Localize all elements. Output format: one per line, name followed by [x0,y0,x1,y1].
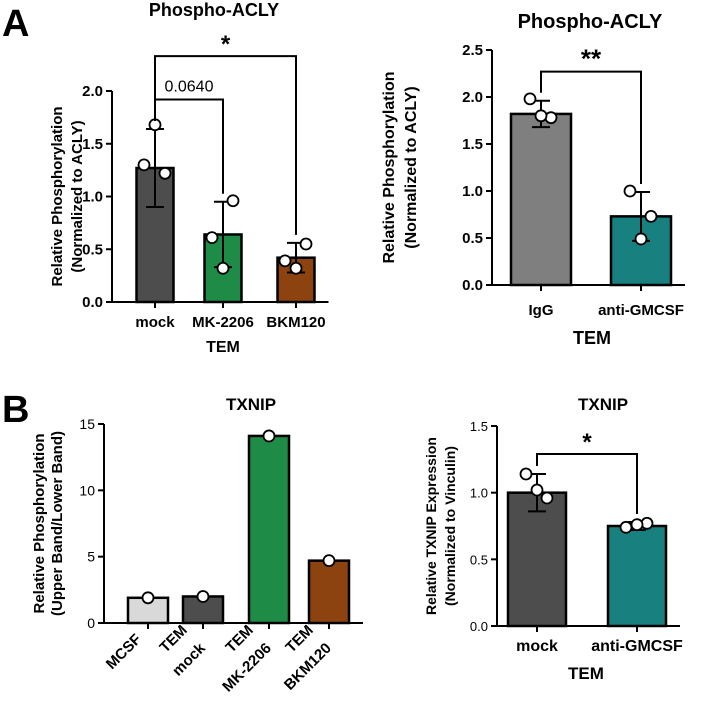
panel-label-a: A [2,3,29,45]
data-point [289,261,303,275]
category-label: anti-GMCSF [598,302,684,319]
y-tick-label: 2.5 [462,42,483,59]
x-axis-label: TEM [568,664,604,683]
category-label: mock [135,314,175,331]
data-point [634,232,648,246]
bar-4 [307,559,351,625]
y-axis-label-sub: (Normalized to Vinculin) [442,446,458,606]
category-label: anti-GMCSF [591,638,683,655]
y-tick-label: 1.0 [82,189,103,206]
chart-title: TXNIP [578,395,628,414]
data-point [322,554,336,568]
y-axis-label: Relative TXNIP Expression [423,437,439,615]
category-label: mock [516,638,558,655]
y-tick-label: 2.0 [82,83,103,100]
bar-1 [506,491,568,628]
significance-label: ** [581,44,602,74]
y-axis-label-sub: (Normalized to ACLY) [69,120,86,272]
data-point [544,111,558,125]
x-axis-label: TEM [206,339,240,356]
data-point [534,109,548,123]
y-axis-label: Relative Phosphorylation [31,433,48,613]
y-tick-label: 0.5 [470,552,488,567]
significance-label: 0.0640 [165,78,214,95]
data-point [523,92,537,106]
y-axis-label-sub: (Upper Band/Lower Band) [49,431,66,616]
bar-2 [606,524,668,628]
data-point [137,158,151,172]
data-point [299,237,313,251]
category-label: IgG [529,302,554,319]
bar-1 [509,112,573,287]
y-tick-label: 1.0 [470,486,488,501]
y-tick-label: 1.5 [470,419,488,434]
chart-b1: TXNIP Relative Phosphorylation (Upper Band… [31,395,363,695]
data-point [278,254,292,268]
y-tick-label: 1.5 [82,136,103,153]
data-point [630,518,644,532]
data-point [205,231,219,245]
chart-title: TXNIP [226,395,276,414]
chart-a2: Phospho-ACLY Relative Phosphorylation (Nor… [381,11,685,348]
chart-title: Phospho-ACLY [149,0,279,20]
data-point [262,429,276,443]
data-point [644,209,658,223]
data-point [226,194,240,208]
y-tick-label: 1.5 [462,136,483,153]
significance-bracket [536,453,638,514]
y-tick-label: 0.5 [462,230,483,247]
panel-label-b: B [2,389,29,431]
significance-label: * [582,429,592,456]
y-tick-label: 0.0 [470,619,488,634]
category-label: BKM120 [266,314,325,331]
data-point [623,184,637,198]
y-axis-label: Relative Phosphorylation [381,71,398,263]
y-tick-label: 1.0 [462,183,483,200]
data-point [619,520,633,534]
y-tick-label: 2.0 [462,89,483,106]
chart-b2: TXNIP Relative TXNIP Expression (Normalize… [423,395,683,683]
y-axis-label-sub: (Normalized to ACLY) [403,86,420,248]
data-point [196,590,210,603]
y-tick-label: 15 [79,416,95,432]
data-point [540,491,554,505]
y-tick-label: 5 [87,549,95,565]
significance-bracket [154,55,297,235]
y-tick-label: 0 [87,615,95,631]
y-tick-label: 0.0 [462,277,483,294]
y-axis-label: Relative Phosphorylation [49,106,66,286]
significance-label: * [221,31,231,58]
bar-3 [247,434,291,625]
data-point [158,166,172,180]
y-tick-label: 10 [79,482,95,498]
data-point [216,261,230,275]
data-point [141,591,155,605]
chart-a1: Phospho-ACLY Relative Phosphorylation (Nor… [49,0,329,356]
y-tick-label: 0.5 [82,241,103,258]
category-label: MK-2206 [192,314,254,331]
category-label: MCSF [103,631,145,673]
y-tick-label: 0.0 [82,294,103,311]
data-point [519,467,533,481]
x-axis-label: TEM [573,328,611,348]
chart-title: Phospho-ACLY [518,11,663,33]
data-point [530,483,544,497]
significance-bracket [540,70,642,184]
